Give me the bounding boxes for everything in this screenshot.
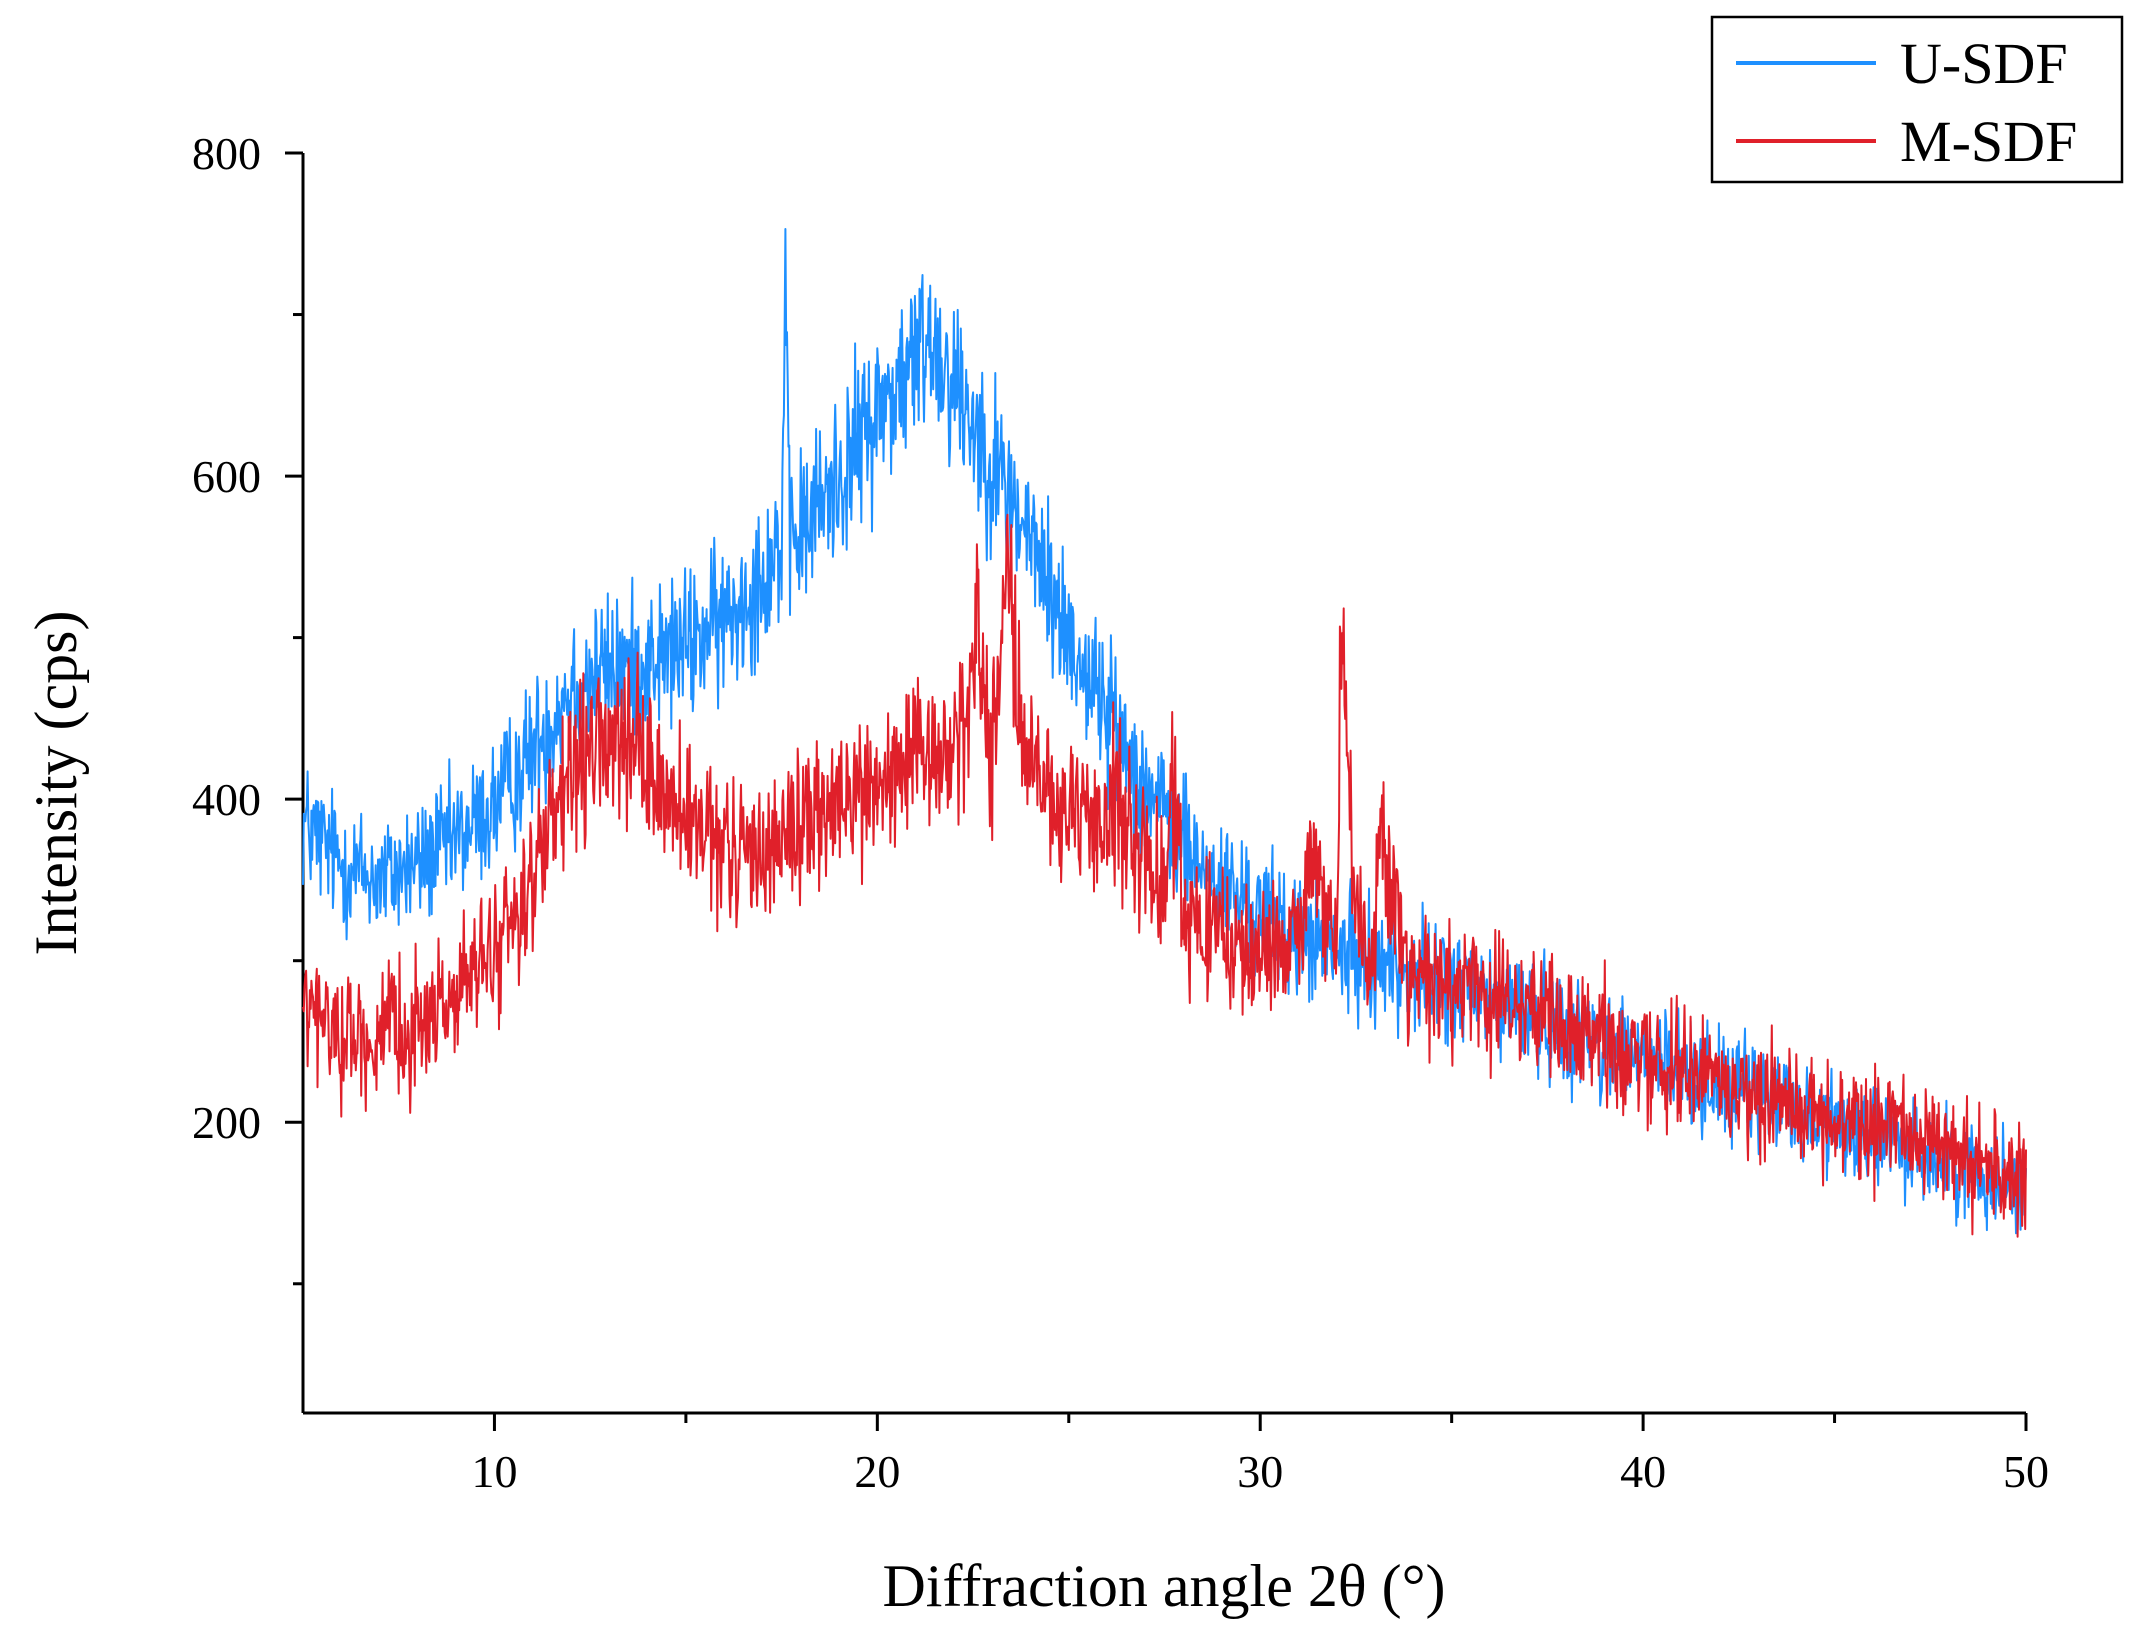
- y-tick-label: 200: [192, 1097, 261, 1148]
- legend-label-m-sdf: M-SDF: [1900, 109, 2077, 174]
- y-tick-label: 600: [192, 451, 261, 502]
- x-tick-label: 50: [2003, 1446, 2049, 1497]
- ticks: 10 20 30 40 50 200 400 600 800: [192, 128, 2049, 1497]
- y-tick-label: 400: [192, 774, 261, 825]
- legend-box: [1710, 15, 2124, 184]
- x-tick-label: 10: [471, 1446, 517, 1497]
- legend: U-SDF M-SDF: [1710, 15, 2124, 184]
- x-tick-label: 30: [1237, 1446, 1283, 1497]
- legend-label-u-sdf: U-SDF: [1900, 31, 2068, 96]
- series-layer: [302, 228, 2027, 1238]
- y-axis-title: Intensity (cps): [23, 611, 89, 956]
- x-tick-label: 40: [1620, 1446, 1666, 1497]
- x-tick-label: 20: [854, 1446, 900, 1497]
- series-line-m-sdf: [302, 513, 2027, 1238]
- x-axis-title: Diffraction angle 2θ (°): [882, 1553, 1445, 1619]
- y-tick-label: 800: [192, 128, 261, 179]
- axes: [301, 153, 2026, 1415]
